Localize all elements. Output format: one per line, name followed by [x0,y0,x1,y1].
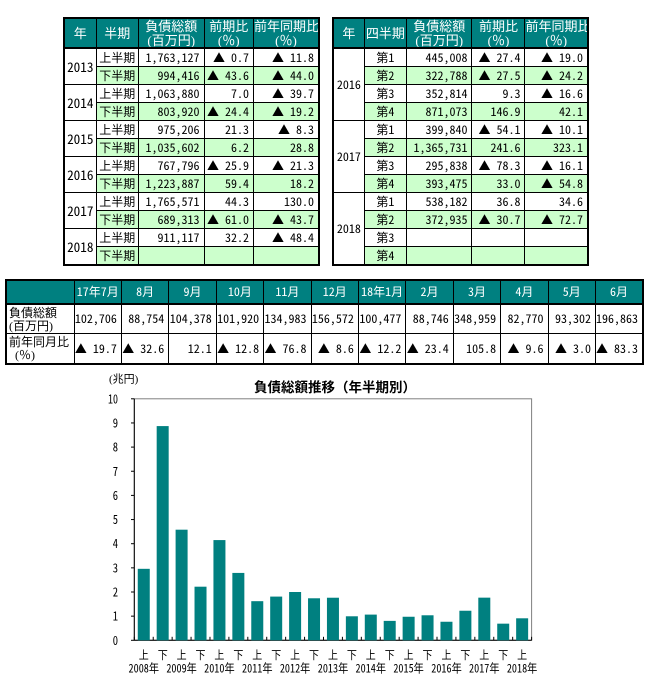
svg-text:下: 下 [423,647,433,663]
svg-text:上: 上 [328,647,338,663]
svg-text:4: 4 [113,534,118,552]
svg-text:9: 9 [113,413,118,431]
svg-text:0: 0 [113,631,118,649]
svg-text:下: 下 [196,647,206,663]
svg-text:2015年: 2015年 [393,660,424,677]
svg-text:上: 上 [442,647,452,663]
svg-text:上: 上 [290,647,300,663]
svg-text:2009年: 2009年 [166,660,197,677]
svg-text:1: 1 [113,607,118,625]
svg-text:6: 6 [113,486,118,504]
svg-text:10: 10 [108,389,118,407]
svg-text:2014年: 2014年 [356,660,387,677]
svg-text:上: 上 [139,647,149,663]
svg-text:上: 上 [214,647,224,663]
svg-text:下: 下 [271,647,281,663]
svg-text:上: 上 [366,647,376,663]
svg-text:2011年: 2011年 [242,660,273,677]
svg-text:上: 上 [479,647,489,663]
svg-text:2018年: 2018年 [507,660,538,677]
svg-text:下: 下 [460,647,470,663]
svg-text:上: 上 [517,647,527,663]
svg-text:2017年: 2017年 [469,660,500,677]
svg-text:5: 5 [113,510,118,528]
svg-text:2008年: 2008年 [129,660,160,677]
svg-text:下: 下 [309,647,319,663]
svg-text:(兆円): (兆円) [109,371,139,387]
svg-text:2: 2 [113,583,118,601]
svg-text:下: 下 [347,647,357,663]
svg-text:下: 下 [233,647,243,663]
svg-text:下: 下 [385,647,395,663]
svg-text:上: 上 [252,647,262,663]
svg-text:7: 7 [113,462,118,480]
svg-text:8: 8 [113,438,118,456]
svg-text:上: 上 [404,647,414,663]
svg-text:下: 下 [498,647,508,663]
svg-text:2013年: 2013年 [318,660,349,677]
svg-text:負債総額推移（年半期別）: 負債総額推移（年半期別） [254,376,416,396]
svg-text:上: 上 [177,647,187,663]
svg-text:3: 3 [113,558,118,576]
svg-text:2010年: 2010年 [204,660,235,677]
svg-text:2016年: 2016年 [431,660,462,677]
svg-text:下: 下 [158,647,168,663]
svg-text:2012年: 2012年 [280,660,311,677]
